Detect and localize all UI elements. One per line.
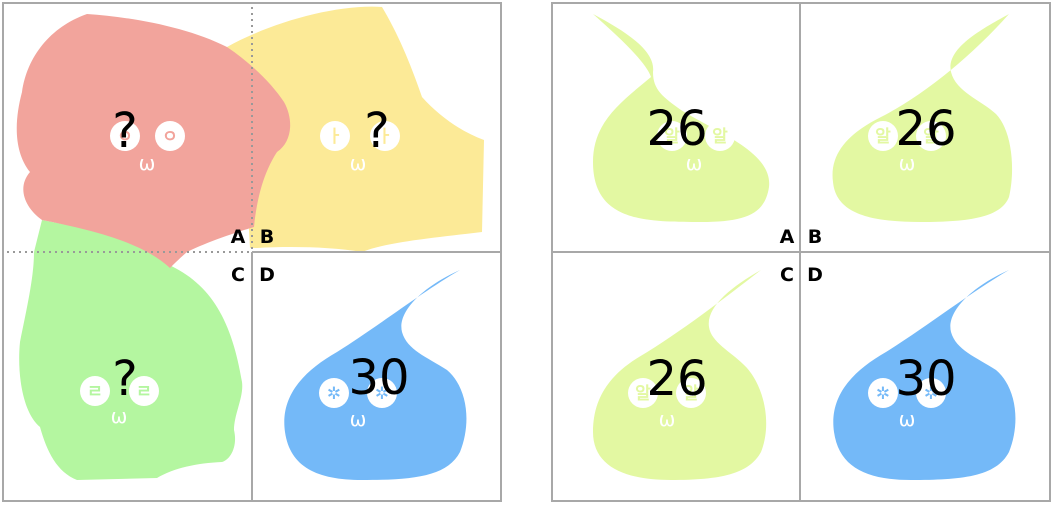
- solution-face-b: 알 알 ω 26: [868, 101, 957, 175]
- right-label-c: C: [780, 264, 794, 286]
- solution-value-d: 30: [895, 351, 956, 407]
- blob-a-red[interactable]: [16, 14, 291, 268]
- blob-d-blue[interactable]: [284, 270, 467, 480]
- right-label-a: A: [780, 226, 795, 248]
- mouth-c: ω: [111, 404, 128, 428]
- eye-b-right-glyph: ㅏ: [377, 127, 393, 147]
- eye-d-left: [319, 378, 349, 408]
- solution-mouth-a: ω: [686, 151, 703, 175]
- solution-eye-b-left-glyph: 알: [875, 127, 891, 147]
- eye-c-left-glyph: ㄹ: [87, 382, 103, 402]
- solution-value-c: 26: [646, 351, 707, 407]
- drop-c-lime[interactable]: [593, 270, 767, 480]
- eye-d-right: [367, 378, 397, 408]
- left-label-c: C: [231, 264, 245, 286]
- eye-b-left-glyph: ㅏ: [327, 127, 343, 147]
- solution-eye-a-left: [657, 121, 687, 151]
- solution-eye-a-right: [705, 121, 735, 151]
- mouth-b: ω: [350, 151, 367, 175]
- solution-eye-d-right-glyph: ✲: [924, 384, 938, 404]
- solution-face-c: 알 알 ω 26: [628, 351, 708, 431]
- value-c: ?: [112, 351, 137, 407]
- eye-c-right-glyph: ㄹ: [136, 382, 152, 402]
- face-a: ㅇ ㅇ ω ?: [110, 103, 185, 175]
- solution-eye-d-right: [916, 378, 946, 408]
- left-puzzle-board: ㅇ ㅇ ω ? ㅏ ㅏ ω ? ㄹ ㄹ ω ? ✲ ✲ ω: [2, 2, 502, 502]
- solution-eye-b-right-glyph: 알: [923, 127, 939, 147]
- eye-d-left-glyph: ✲: [327, 384, 341, 404]
- solution-eye-c-left: [628, 378, 658, 408]
- solution-mouth-c: ω: [659, 407, 676, 431]
- right-board-canvas: 알 알 ω 26 알 알 ω 26 알 알 ω 26 ✲ ✲: [551, 2, 1051, 502]
- solution-eye-d-left-glyph: ✲: [876, 384, 890, 404]
- solution-face-d: ✲ ✲ ω 30: [868, 351, 957, 431]
- face-d: ✲ ✲ ω 30: [319, 350, 410, 431]
- eye-a-right: [155, 121, 185, 151]
- drop-b-lime[interactable]: [832, 14, 1013, 222]
- eye-c-right: [129, 376, 159, 406]
- left-board-canvas: ㅇ ㅇ ω ? ㅏ ㅏ ω ? ㄹ ㄹ ω ? ✲ ✲ ω: [2, 2, 502, 502]
- solution-mouth-d: ω: [899, 407, 916, 431]
- solution-eye-b-right: [916, 121, 946, 151]
- eye-a-right-glyph: ㅇ: [162, 127, 178, 147]
- drop-d-blue[interactable]: [833, 270, 1016, 480]
- left-label-d: D: [259, 264, 275, 286]
- blob-b-yellow[interactable]: [227, 6, 484, 252]
- blob-c-green[interactable]: [19, 220, 243, 480]
- right-label-d: D: [807, 264, 823, 286]
- drop-a-lime[interactable]: [593, 14, 770, 222]
- solution-eye-b-left: [868, 121, 898, 151]
- eye-a-left-glyph: ㅇ: [117, 127, 133, 147]
- eye-b-right: [370, 121, 400, 151]
- solution-face-a: 알 알 ω 26: [646, 101, 735, 175]
- eye-d-right-glyph: ✲: [375, 384, 389, 404]
- solution-eye-a-left-glyph: 알: [664, 127, 680, 147]
- mouth-d: ω: [350, 407, 367, 431]
- solution-eye-c-right-glyph: 알: [683, 384, 699, 404]
- mouth-a: ω: [139, 151, 156, 175]
- value-b: ?: [364, 103, 389, 159]
- solution-value-b: 26: [895, 101, 956, 157]
- solution-eye-c-right: [676, 378, 706, 408]
- right-solution-board: 알 알 ω 26 알 알 ω 26 알 알 ω 26 ✲ ✲: [551, 2, 1051, 502]
- face-c: ㄹ ㄹ ω ?: [80, 351, 159, 428]
- solution-mouth-b: ω: [899, 151, 916, 175]
- right-label-b: B: [808, 226, 822, 248]
- face-b: ㅏ ㅏ ω ?: [320, 103, 400, 175]
- solution-eye-c-left-glyph: 알: [635, 384, 651, 404]
- value-a: ?: [112, 103, 137, 159]
- eye-c-left: [80, 376, 110, 406]
- eye-a-left: [110, 121, 140, 151]
- eye-b-left: [320, 121, 350, 151]
- solution-eye-d-left: [868, 378, 898, 408]
- value-d: 30: [348, 350, 409, 406]
- left-label-a: A: [231, 226, 246, 248]
- left-label-b: B: [260, 226, 274, 248]
- solution-eye-a-right-glyph: 알: [712, 127, 728, 147]
- solution-value-a: 26: [646, 101, 707, 157]
